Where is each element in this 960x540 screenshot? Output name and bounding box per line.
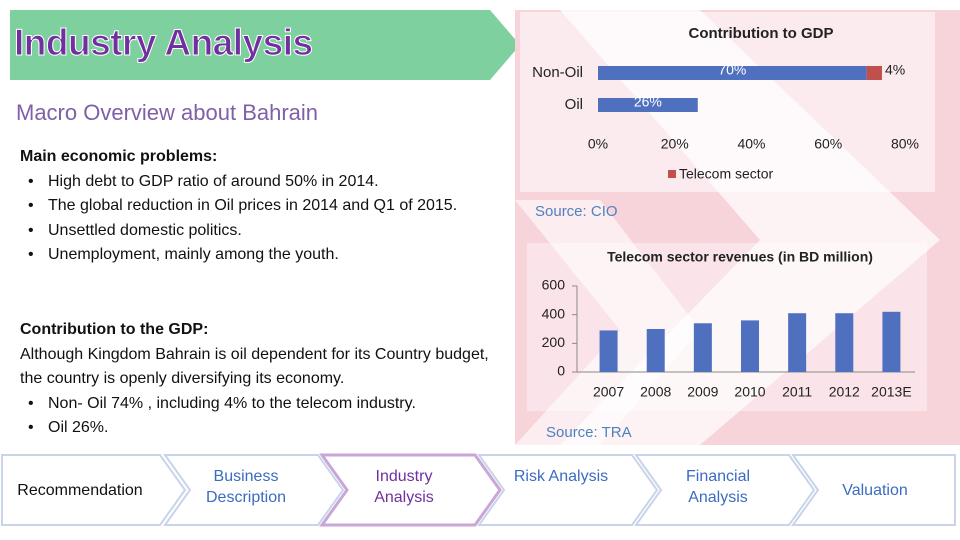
value-label: 70%: [718, 62, 746, 78]
nav-chevron: [1, 454, 187, 526]
bar: [646, 329, 665, 372]
chart-title: Telecom sector revenues (in BD million): [607, 249, 873, 265]
chart-panel: [520, 12, 935, 192]
gdp-list: Non- Oil 74% , including 4% to the telec…: [20, 392, 500, 441]
bullet: Unsettled domestic politics.: [28, 219, 500, 244]
nav-chevron: [163, 454, 345, 526]
x-tick-label: 2007: [593, 384, 624, 400]
y-tick-label: Non-Oil: [532, 64, 583, 81]
nav-item[interactable]: Business Description: [205, 468, 287, 506]
bullet: The global reduction in Oil prices in 20…: [28, 194, 500, 219]
y-tick-label: 200: [542, 334, 566, 350]
nav-item[interactable]: Recommendation: [17, 482, 143, 499]
problems-block: Main economic problems: High debt to GDP…: [20, 145, 500, 268]
nav-item[interactable]: Valuation: [842, 482, 908, 499]
problems-heading: Main economic problems:: [20, 148, 218, 165]
nav-chevron: [791, 454, 956, 526]
nav-item[interactable]: Risk Analysis: [513, 468, 609, 485]
y-tick-label: 0: [557, 363, 565, 379]
bar: [741, 320, 759, 372]
x-tick-label: 0%: [588, 136, 608, 152]
bullet: Oil 26%.: [28, 416, 500, 441]
bullet: Unemployment, mainly among the youth.: [28, 243, 500, 268]
x-tick-label: 80%: [891, 136, 919, 152]
legend-swatch: [668, 170, 676, 178]
nav-chevron: [634, 454, 816, 526]
bullet: Non- Oil 74% , including 4% to the telec…: [28, 392, 500, 417]
x-tick-label: 2008: [640, 384, 671, 400]
x-tick-label: 2010: [734, 384, 765, 400]
x-tick-label: 40%: [737, 136, 765, 152]
bar: [882, 311, 901, 372]
bar-segment: [598, 98, 698, 112]
subtitle: Macro Overview about Bahrain: [16, 100, 319, 125]
decor-arrow: [515, 200, 700, 445]
bar-segment: [866, 66, 882, 80]
value-label: 4%: [885, 62, 905, 78]
nav-chevron: [319, 453, 502, 527]
x-tick-label: 2013E: [871, 384, 911, 400]
x-tick-label: 2009: [687, 384, 718, 400]
x-tick-label: 20%: [661, 136, 689, 152]
gdp-block: Contribution to the GDP: Although Kingdo…: [20, 318, 500, 441]
chart-panel: [527, 243, 927, 411]
gdp-body: Although Kingdom Bahrain is oil dependen…: [20, 345, 489, 388]
nav-item[interactable]: Financial Analysis: [685, 468, 751, 506]
value-label: 26%: [634, 94, 662, 110]
x-tick-label: 2011: [782, 384, 812, 400]
nav-chevron: [477, 454, 659, 526]
source-note: Source: TRA: [546, 424, 632, 441]
title-band: [10, 10, 520, 80]
bar-segment: [598, 66, 867, 80]
bullet: High debt to GDP ratio of around 50% in …: [28, 170, 500, 195]
x-tick-label: 2012: [829, 384, 860, 400]
bar: [788, 313, 807, 372]
y-tick-label: Oil: [565, 96, 583, 113]
problems-list: High debt to GDP ratio of around 50% in …: [20, 170, 500, 268]
nav-item[interactable]: Industry Analysis: [374, 468, 434, 506]
legend-label: Telecom sector: [679, 166, 773, 182]
source-note: Source: CIO: [535, 203, 618, 220]
bar: [693, 323, 712, 372]
y-tick-label: 600: [542, 277, 566, 293]
bar: [835, 313, 854, 372]
y-tick-label: 400: [542, 305, 566, 321]
bar: [599, 330, 618, 372]
page-title: Industry Analysis: [14, 22, 314, 64]
chart-title: Contribution to GDP: [689, 25, 834, 42]
gdp-heading: Contribution to the GDP:: [20, 321, 209, 338]
x-tick-label: 60%: [814, 136, 842, 152]
nav-chevrons: [1, 453, 956, 527]
